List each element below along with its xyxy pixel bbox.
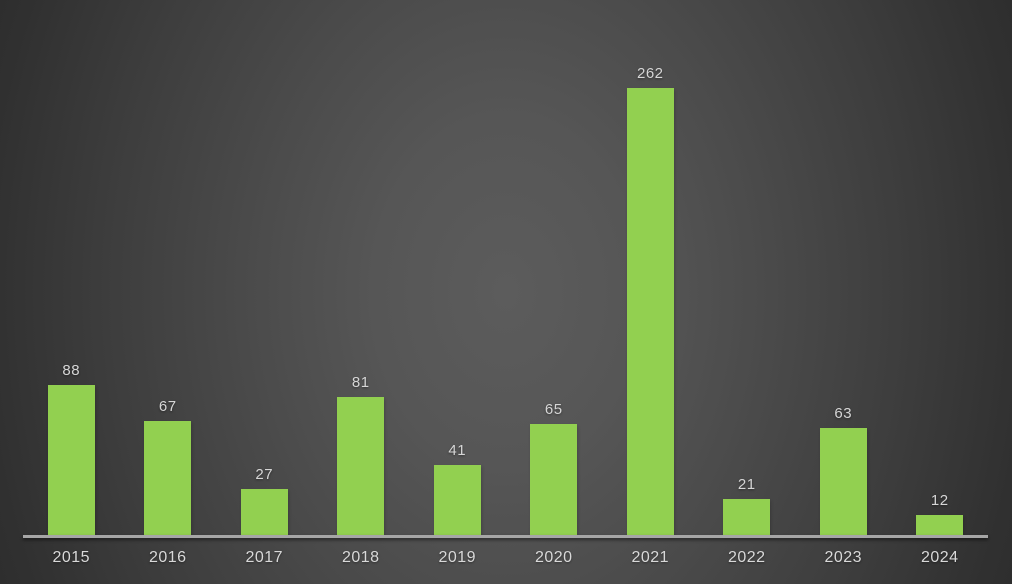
x-axis-tick-label: 2015 xyxy=(52,549,91,566)
bar-value-label: 67 xyxy=(158,397,177,415)
bar[interactable] xyxy=(433,465,481,535)
bar[interactable] xyxy=(47,384,95,535)
bar[interactable] xyxy=(144,420,192,535)
x-axis-tick-label: 2023 xyxy=(824,549,863,566)
bar-value-label: 262 xyxy=(636,65,664,82)
x-axis-tick-label: 2024 xyxy=(920,549,959,566)
bar-column: 63 xyxy=(795,20,892,535)
x-axis-tick-label: 2018 xyxy=(341,549,380,566)
bar-column: 65 xyxy=(506,20,603,535)
bar-value-label: 41 xyxy=(448,442,467,459)
bar[interactable] xyxy=(337,396,385,535)
bar-value-label: 65 xyxy=(544,401,563,419)
bar[interactable] xyxy=(819,427,867,535)
x-axis-labels: 2015 2016 2017 2018 2019 2020 2021 2022 … xyxy=(23,548,988,568)
bar[interactable] xyxy=(530,424,578,535)
bar[interactable] xyxy=(723,499,771,535)
x-axis-tick-label: 2021 xyxy=(631,549,670,566)
x-axis-line xyxy=(23,535,988,538)
x-axis-tick-label: 2020 xyxy=(534,549,573,566)
bar-column: 12 xyxy=(892,20,989,535)
bar-value-label: 88 xyxy=(62,361,81,379)
bar[interactable] xyxy=(240,488,288,535)
bar-column: 262 xyxy=(602,20,699,535)
bar-value-label: 12 xyxy=(930,491,949,509)
bar-column: 81 xyxy=(313,20,410,535)
x-axis-tick-label: 2016 xyxy=(148,549,187,566)
bar-column: 41 xyxy=(409,20,506,535)
bar[interactable] xyxy=(916,514,964,535)
bar-value-label: 63 xyxy=(834,404,853,422)
bar-value-label: 81 xyxy=(351,373,370,391)
bar-value-label: 21 xyxy=(737,476,756,494)
x-axis-tick-label: 2019 xyxy=(438,549,477,566)
bar-column: 21 xyxy=(699,20,796,535)
bar-chart-plot-area: 88 67 27 81 41 65 262 21 63 12 xyxy=(23,20,988,535)
x-axis-tick-label: 2022 xyxy=(727,549,766,566)
bar-column: 27 xyxy=(216,20,313,535)
bar[interactable] xyxy=(626,88,674,535)
bar-column: 67 xyxy=(120,20,217,535)
bar-value-label: 27 xyxy=(255,465,274,483)
x-axis-tick-label: 2017 xyxy=(245,549,284,566)
bar-column: 88 xyxy=(23,20,120,535)
